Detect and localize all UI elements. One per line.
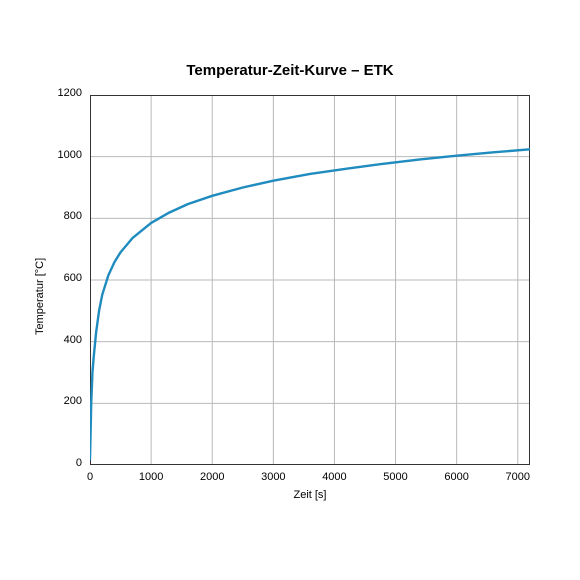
x-tick-label: 3000 xyxy=(253,471,293,483)
y-tick-label: 1000 xyxy=(40,149,82,161)
y-tick-label: 600 xyxy=(40,272,82,284)
x-tick-label: 7000 xyxy=(498,471,538,483)
x-axis-label: Zeit [s] xyxy=(90,489,530,501)
chart-plot xyxy=(90,95,530,465)
x-tick-label: 0 xyxy=(70,471,110,483)
x-tick-label: 4000 xyxy=(314,471,354,483)
x-tick-label: 1000 xyxy=(131,471,171,483)
y-tick-label: 0 xyxy=(40,457,82,469)
chart-title: Temperatur-Zeit-Kurve – ETK xyxy=(0,62,580,79)
x-tick-label: 6000 xyxy=(437,471,477,483)
y-axis-label: Temperatur [°C] xyxy=(34,258,46,335)
y-tick-label: 800 xyxy=(40,210,82,222)
x-tick-label: 2000 xyxy=(192,471,232,483)
x-tick-label: 5000 xyxy=(376,471,416,483)
y-tick-label: 400 xyxy=(40,334,82,346)
y-tick-label: 1200 xyxy=(40,87,82,99)
chart-container: Temperatur-Zeit-Kurve – ETK Temperatur [… xyxy=(0,0,580,580)
y-tick-label: 200 xyxy=(40,395,82,407)
